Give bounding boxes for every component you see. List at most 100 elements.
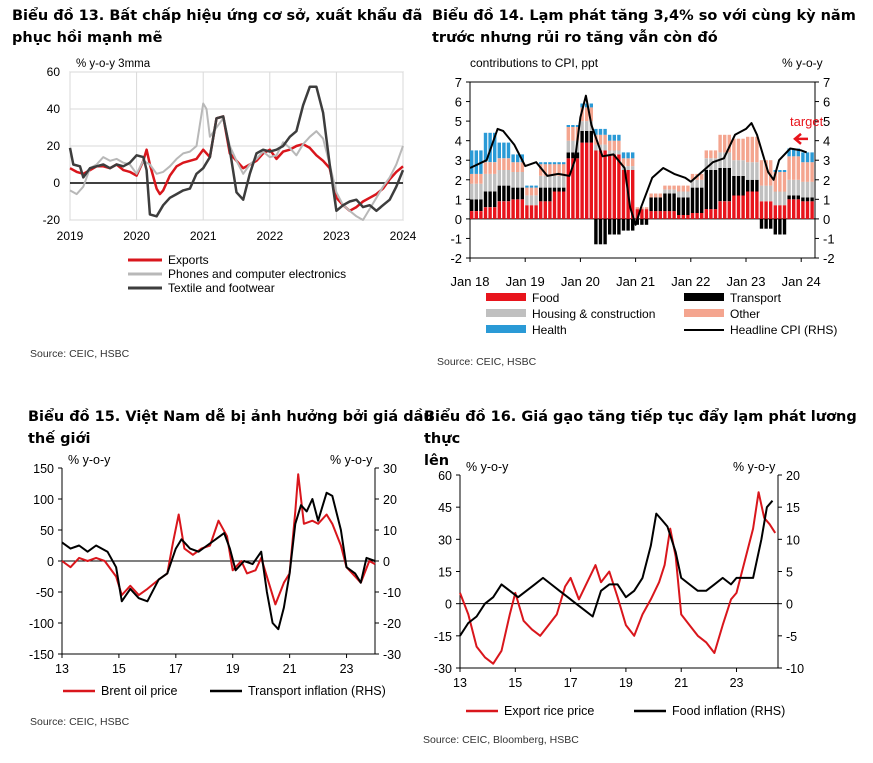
chart14-bar-segment bbox=[787, 156, 791, 180]
chart14-bar-segment bbox=[548, 162, 552, 165]
chart14-bar-segment bbox=[810, 152, 814, 163]
chart14-bar-segment bbox=[617, 150, 621, 155]
chart14-bar-segment bbox=[516, 187, 520, 200]
c16-legend-label: Food inflation (RHS) bbox=[672, 704, 785, 718]
chart14-bar-segment bbox=[580, 142, 584, 219]
chart14-bar-segment bbox=[608, 218, 612, 235]
chart14-bar-segment bbox=[548, 187, 552, 202]
c15-ytick-label-right: 10 bbox=[383, 524, 397, 538]
chart14-bar-segment bbox=[571, 140, 575, 153]
chart14-bar-segment bbox=[787, 148, 791, 157]
chart14-bar-segment bbox=[704, 150, 708, 159]
chart14-bar-segment bbox=[746, 179, 750, 192]
chart14-bar-segment bbox=[575, 125, 580, 127]
chart14-bar-segment bbox=[539, 164, 543, 176]
chart14-bar-segment bbox=[796, 195, 800, 200]
chart13-ytick-label: 40 bbox=[47, 102, 61, 116]
chart14-bar-segment bbox=[778, 170, 782, 172]
chart14-bar-segment bbox=[690, 173, 695, 180]
chart14-bar-segment bbox=[594, 144, 598, 151]
chart13-title-line2: phục hồi mạnh mẽ bbox=[12, 30, 163, 46]
chart14-bar-segment bbox=[525, 195, 529, 206]
chart14-legend-label: Other bbox=[730, 307, 760, 321]
chart14-bar-segment bbox=[571, 125, 575, 127]
c16-xtick-label: 23 bbox=[730, 676, 744, 690]
chart14-bar-segment bbox=[690, 179, 695, 188]
chart13-ytick-label: -20 bbox=[43, 213, 61, 227]
chart14-bar-segment bbox=[769, 160, 773, 186]
chart14-bar-segment bbox=[667, 185, 672, 190]
chart14-bar-segment bbox=[709, 170, 713, 210]
chart14-bar-segment bbox=[598, 134, 603, 145]
chart13-ytick-label: 60 bbox=[47, 65, 61, 79]
chart14-bar-segment bbox=[654, 211, 658, 219]
chart14-bar-segment bbox=[727, 201, 731, 219]
chart14-bar-segment bbox=[525, 185, 529, 188]
chart14-bar-segment bbox=[575, 158, 580, 219]
chart14-legend-swatch bbox=[684, 309, 724, 317]
chart14-bar-segment bbox=[585, 142, 589, 219]
chart13-title-line1: Biểu đồ 13. Bất chấp hiệu ứng cơ sở, xuấ… bbox=[12, 8, 423, 24]
chart14-target-arrow bbox=[793, 132, 808, 145]
chart14-bar-segment bbox=[612, 218, 616, 235]
chart14-ytick-label: 0 bbox=[455, 212, 462, 227]
chart14-bar-segment bbox=[534, 205, 538, 219]
chart14-bar-segment bbox=[557, 187, 561, 192]
chart13-ytick-label: 0 bbox=[53, 176, 60, 190]
chart14-bar-segment bbox=[516, 154, 520, 163]
chart14-bar-segment bbox=[792, 179, 796, 196]
chart14-bar-segment bbox=[562, 191, 566, 219]
chart14-bar-segment bbox=[773, 205, 777, 219]
c15-ytick-label-right: -30 bbox=[383, 648, 401, 662]
chart14-bar-segment bbox=[805, 162, 810, 182]
chart14-bar-segment bbox=[631, 166, 635, 170]
c15-ytick-label-right: -10 bbox=[383, 586, 401, 600]
chart14-bar-segment bbox=[640, 207, 644, 210]
chart14-bar-segment bbox=[497, 185, 501, 202]
chart14-bar-segment bbox=[470, 150, 474, 174]
chart14-bar-segment bbox=[529, 185, 534, 188]
chart14-bar-segment bbox=[631, 158, 635, 167]
chart14-bar-segment bbox=[631, 170, 635, 219]
chart14-bar-segment bbox=[672, 193, 676, 212]
chart14-bar-segment bbox=[755, 136, 759, 163]
chart14-bar-segment bbox=[557, 191, 561, 219]
chart14-xtick-label: Jan 20 bbox=[561, 274, 600, 289]
chart14-bar-segment bbox=[621, 158, 626, 167]
chart14-ytick-label: -2 bbox=[450, 251, 462, 266]
chart14-bar-segment bbox=[539, 187, 543, 202]
chart14-bar-segment bbox=[654, 197, 658, 212]
chart14-bar-segment bbox=[801, 162, 805, 182]
chart14-ytick-label: 5 bbox=[455, 114, 462, 129]
chart14-bar-segment bbox=[502, 142, 506, 159]
chart14-bar-segment bbox=[663, 185, 667, 190]
chart14-bar-segment bbox=[626, 152, 630, 159]
chart14-bar-segment bbox=[483, 207, 488, 219]
chart14-bar-segment bbox=[805, 152, 810, 163]
chart14-bar-segment bbox=[608, 134, 612, 141]
chart14-bar-segment bbox=[543, 162, 547, 165]
chart13-series-line bbox=[69, 115, 404, 213]
chart14-bar-segment bbox=[644, 218, 649, 225]
chart14-bar-segment bbox=[562, 162, 566, 165]
chart14-bar-segment bbox=[805, 201, 810, 219]
chart14-bar-segment bbox=[792, 148, 796, 157]
chart14-bar-segment bbox=[506, 185, 511, 202]
chart14-legend-label: Food bbox=[532, 291, 559, 305]
chart15-title: Biểu đồ 15. Việt Nam dễ bị ảnh hưởng bởi… bbox=[28, 406, 434, 450]
chart14-bar-segment bbox=[483, 132, 488, 163]
chart14-svg: -2 -2 -1 -1 0 0 1 1 2 2 3 3 4 4 5 5 6 6 7 7 Jan 18 Jan 19 Jan … bbox=[450, 56, 837, 337]
chart14-bar-segment bbox=[612, 154, 616, 219]
chart14-bar-segment bbox=[483, 162, 488, 174]
c15-ytick-label-right: 0 bbox=[383, 555, 390, 569]
chart14-bar-segment bbox=[759, 160, 764, 186]
chart14-bar-segment bbox=[525, 205, 529, 219]
chart14-bar-segment bbox=[516, 199, 520, 219]
chart14-bar-segment bbox=[580, 121, 584, 131]
c16-ytick-label: 30 bbox=[438, 533, 452, 547]
chart14-bar-segment bbox=[534, 185, 538, 188]
chart14-bar-segment bbox=[511, 199, 515, 219]
chart14-bar-segment bbox=[598, 218, 603, 245]
chart14-bar-segment bbox=[608, 140, 612, 151]
